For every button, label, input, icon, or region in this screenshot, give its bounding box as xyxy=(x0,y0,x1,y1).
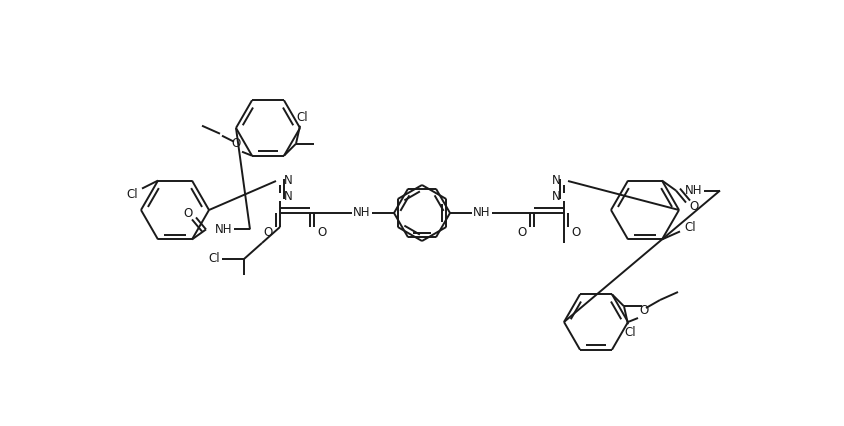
Text: Cl: Cl xyxy=(296,111,308,124)
Text: Cl: Cl xyxy=(127,188,138,201)
Text: NH: NH xyxy=(473,207,490,219)
Text: O: O xyxy=(517,227,527,239)
Text: NH: NH xyxy=(685,184,703,197)
Text: O: O xyxy=(231,137,241,150)
Text: O: O xyxy=(183,207,192,220)
Text: Cl: Cl xyxy=(208,253,219,265)
Text: NH: NH xyxy=(354,207,371,219)
Text: Cl: Cl xyxy=(625,326,636,339)
Text: N: N xyxy=(284,175,292,187)
Text: O: O xyxy=(640,303,649,317)
Text: N: N xyxy=(552,190,560,204)
Text: Cl: Cl xyxy=(684,221,695,234)
Text: N: N xyxy=(284,190,292,204)
Text: N: N xyxy=(552,175,560,187)
Text: O: O xyxy=(317,227,327,239)
Text: O: O xyxy=(571,227,581,239)
Text: O: O xyxy=(690,200,699,213)
Text: O: O xyxy=(263,227,273,239)
Text: NH: NH xyxy=(215,223,233,236)
